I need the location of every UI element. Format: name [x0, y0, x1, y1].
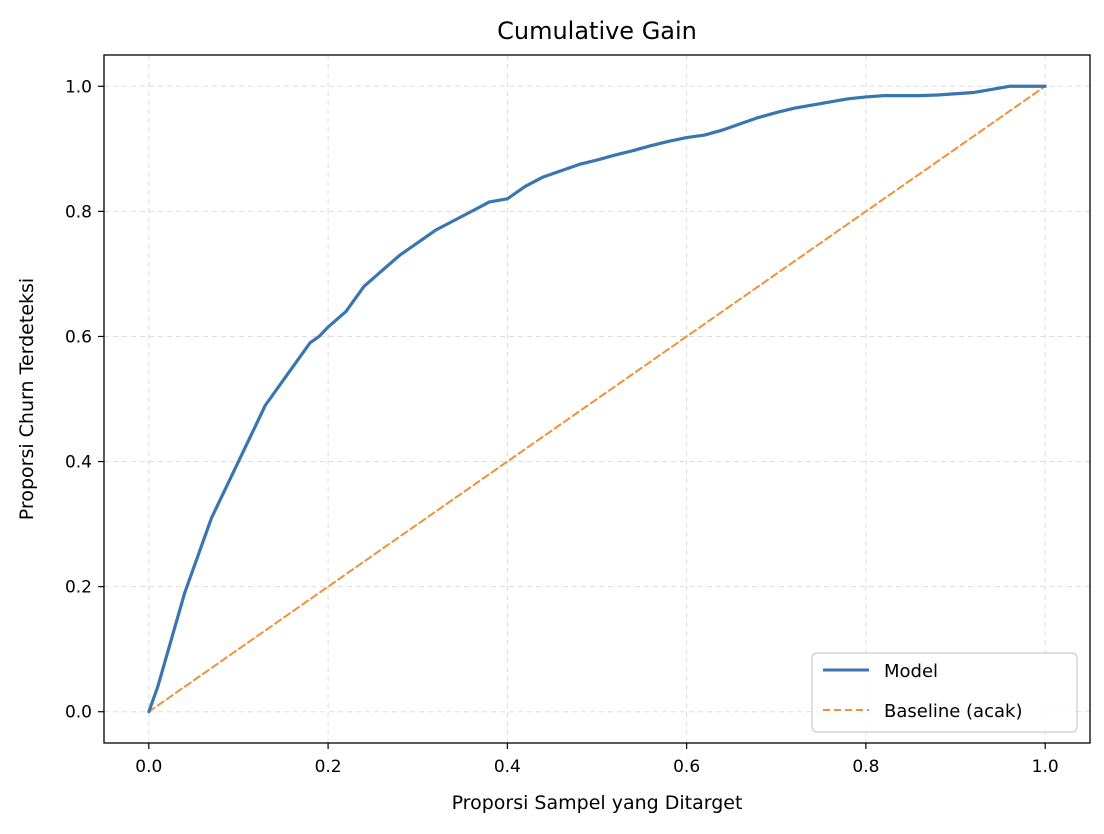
- legend: Model Baseline (acak): [811, 652, 1078, 733]
- chart-title: Cumulative Gain: [497, 17, 697, 45]
- x-tick-label: 1.0: [1032, 757, 1059, 777]
- y-tick-label: 1.0: [65, 77, 92, 97]
- x-tick-label: 0.4: [494, 757, 521, 777]
- y-tick-label: 0.8: [65, 202, 92, 222]
- x-tick-label: 0.2: [315, 757, 342, 777]
- x-tick-label: 0.8: [852, 757, 879, 777]
- x-tick-label: 0.0: [135, 757, 162, 777]
- x-axis-label: Proporsi Sampel yang Ditarget: [452, 792, 743, 814]
- y-tick-label: 0.0: [65, 703, 92, 723]
- x-tick-label: 0.6: [673, 757, 700, 777]
- y-tick-label: 0.2: [65, 578, 92, 598]
- plot-frame: [103, 54, 1091, 744]
- y-tick-label: 0.4: [65, 453, 92, 473]
- legend-label-baseline: Baseline (acak): [884, 701, 1022, 722]
- legend-label-model: Model: [884, 661, 938, 682]
- series-line-model: [147, 84, 1047, 714]
- y-axis-label: Proporsi Churn Terdeteksi: [16, 278, 38, 520]
- y-tick-label: 0.6: [65, 327, 92, 347]
- legend-box: [811, 652, 1078, 733]
- series-layer: [147, 84, 1047, 714]
- ticks: 0.0 0.2 0.4 0.6 0.8 1.0 0.0 0.2 0.4 0.6 0.8 1.0: [65, 77, 1059, 777]
- series-line-baseline: [147, 85, 1047, 713]
